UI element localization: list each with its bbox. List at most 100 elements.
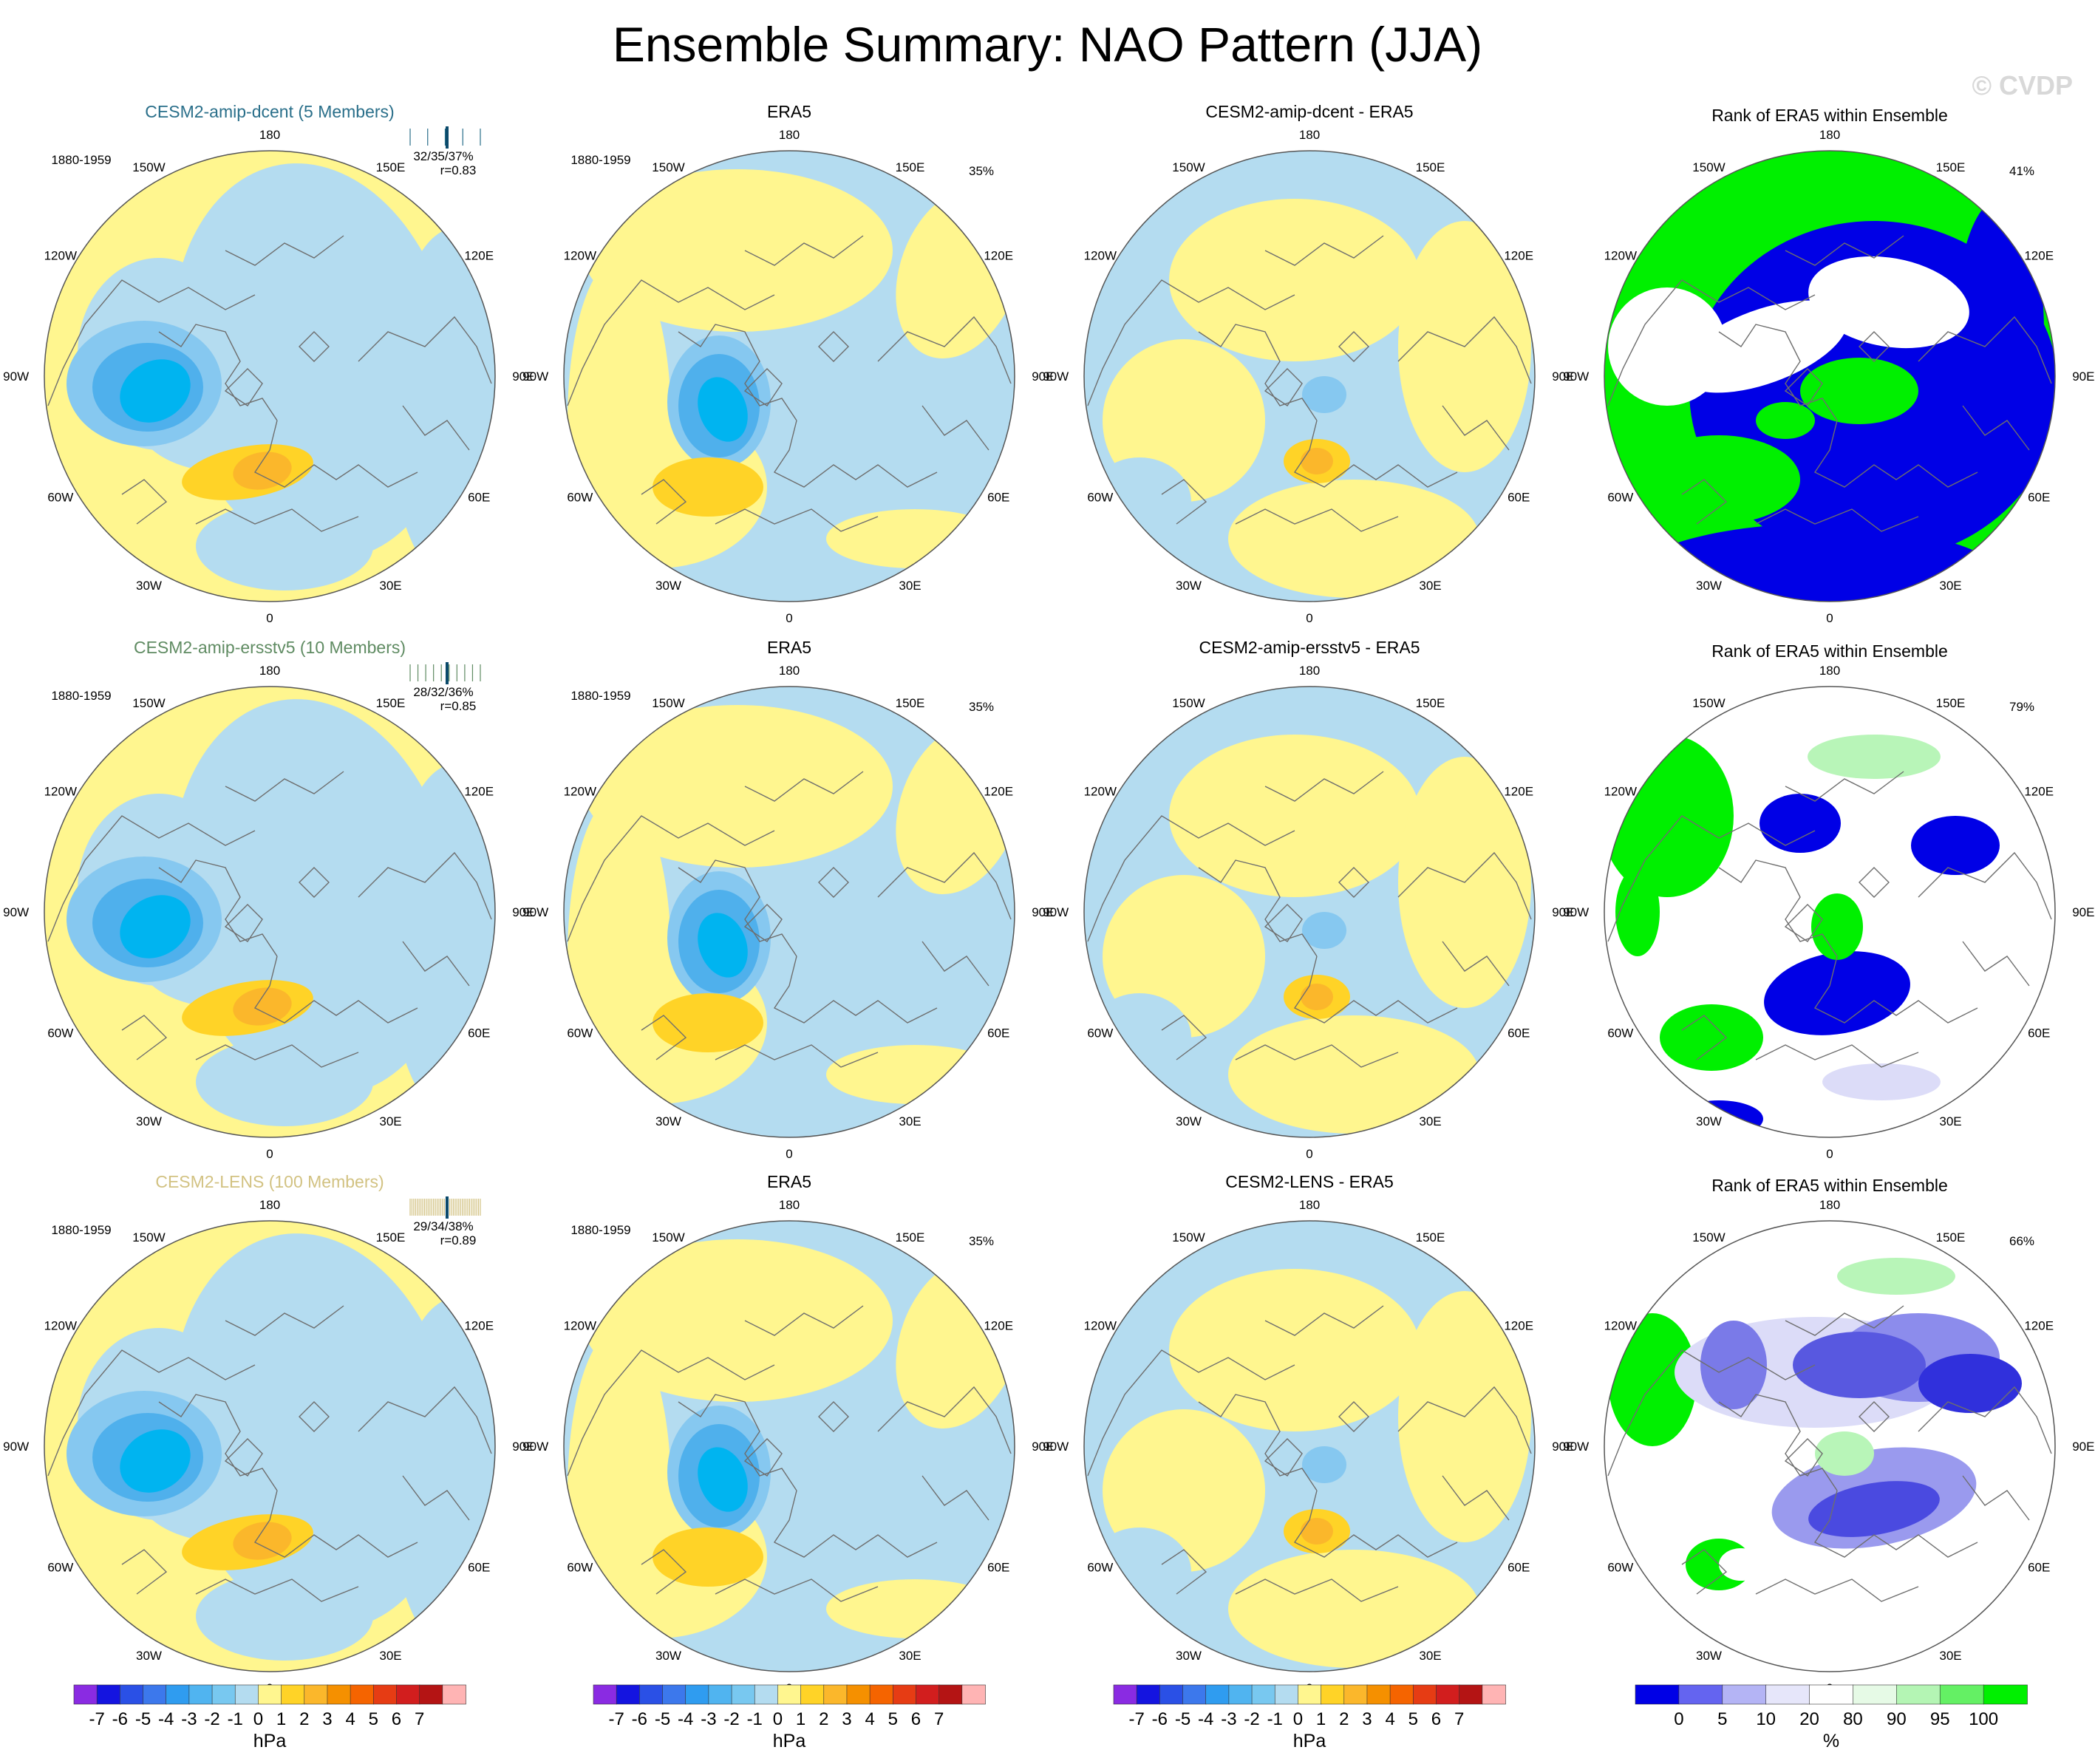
- map-field: [44, 687, 495, 1137]
- colorbar-label: 5: [1717, 1709, 1727, 1729]
- coastline: [158, 1394, 278, 1491]
- coastline: [1161, 1549, 1207, 1595]
- lon-label-30W: 30W: [655, 1114, 681, 1128]
- lon-label-150W: 150W: [1692, 696, 1725, 710]
- colorbar-label: -3: [181, 1709, 197, 1729]
- coastline: [743, 368, 783, 406]
- polar-map: 180 150E 120E 90E 60E 30E 0 30W 60W 90W 120W 150W: [522, 128, 1054, 625]
- lon-label-120W: 120W: [564, 785, 596, 799]
- contour-region: [653, 1528, 763, 1587]
- colorbar-swatch: [327, 1684, 351, 1705]
- contour-region: [388, 1298, 495, 1653]
- map-border: [1604, 1220, 2056, 1672]
- contour-region: [1169, 1269, 1420, 1431]
- coastline: [1264, 904, 1303, 942]
- rank-panel-title: Rank of ERA5 within Ensemble: [1711, 106, 1948, 125]
- coastline: [773, 1490, 938, 1558]
- coastline: [47, 1349, 256, 1477]
- colorbar-swatch: [96, 1684, 121, 1705]
- coastline: [158, 859, 278, 957]
- lon-label-30E: 30E: [1419, 1114, 1441, 1128]
- colorbar-swatch: [777, 1684, 802, 1705]
- colorbar-unit: hPa: [253, 1731, 287, 1751]
- lon-label-0: 0: [1306, 1147, 1312, 1161]
- lon-label-60W: 60W: [47, 1026, 73, 1041]
- lon-label-150W: 150W: [652, 1230, 684, 1244]
- coastline: [402, 1475, 470, 1521]
- coastline: [1235, 1579, 1399, 1602]
- ensemble-spread-ticks: [409, 126, 481, 149]
- coastline: [1338, 331, 1369, 362]
- coastline: [299, 1401, 330, 1432]
- polar-map: 180 150E 120E 90E 60E 30E 0 30W 60W 90W 120W 150W: [3, 128, 534, 625]
- lon-label-30E: 30E: [1939, 1649, 1961, 1663]
- coastline: [1442, 941, 1510, 987]
- polar-map: 180 150E 120E 90E 60E 30E 0 30W 60W 90W 120W 150W: [1563, 664, 2094, 1161]
- lon-label-150W: 150W: [132, 160, 165, 174]
- coastline: [1681, 1549, 1728, 1595]
- colorbar-label: 7: [934, 1709, 944, 1729]
- colorbar-label: 0: [1674, 1709, 1683, 1729]
- coastline: [358, 851, 492, 920]
- lon-label-90W: 90W: [3, 905, 29, 919]
- map-field: [1084, 687, 1535, 1137]
- polar-map: 180 150E 120E 90E 60E 30E 0 30W 60W 90W 120W 150W: [1563, 128, 2094, 625]
- obs-period: 1880-1959: [570, 689, 630, 703]
- coastline: [1813, 420, 1978, 488]
- colorbar-swatch: [593, 1684, 617, 1705]
- polar-map: 180 150E 120E 90E 60E 30E 0 30W 60W 90W 120W 150W: [522, 664, 1054, 1161]
- lon-label-30W: 30W: [1176, 1114, 1202, 1128]
- colorbar-swatch: [1765, 1684, 1810, 1705]
- obs-pct: 35%: [969, 700, 994, 714]
- contour-region: [698, 377, 748, 442]
- colorbar-label: -5: [655, 1709, 670, 1729]
- coastline: [715, 1044, 879, 1068]
- lon-label-60W: 60W: [1087, 1561, 1113, 1575]
- map-border: [44, 1220, 496, 1672]
- lon-label-60E: 60E: [987, 1026, 1009, 1041]
- coastline: [922, 1475, 989, 1521]
- colorbar-swatch: [1136, 1684, 1161, 1705]
- coastline: [1198, 324, 1318, 421]
- contour-region: [1808, 256, 1969, 349]
- coastline: [158, 324, 278, 421]
- colorbar-swatch: [846, 1684, 871, 1705]
- colorbar-swatch: [1635, 1684, 1680, 1705]
- colorbar-label: 7: [1454, 1709, 1464, 1729]
- coastline: [818, 331, 849, 362]
- map-border: [44, 686, 496, 1138]
- coastline: [121, 1549, 168, 1595]
- contour-region: [120, 359, 191, 423]
- lon-label-30E: 30E: [1419, 579, 1441, 593]
- lon-label-30E: 30E: [379, 1114, 401, 1128]
- lon-label-90E: 90E: [512, 370, 534, 384]
- lon-label-60W: 60W: [1607, 491, 1633, 505]
- colorbar-swatch: [731, 1684, 756, 1705]
- coastline: [1161, 1015, 1207, 1060]
- lon-label-60W: 60W: [47, 491, 73, 505]
- coastlines: [567, 771, 1012, 1068]
- coastline: [121, 1015, 168, 1060]
- contour-region: [233, 452, 292, 490]
- coastline: [715, 1579, 879, 1602]
- rank-pct: 41%: [2009, 164, 2034, 178]
- contour-region: [1169, 199, 1420, 361]
- contour-region: [1228, 1015, 1479, 1134]
- coastline: [195, 1044, 359, 1068]
- colorbar-label: -2: [723, 1709, 739, 1729]
- colorbar-swatch: [1436, 1684, 1460, 1705]
- coastline: [773, 420, 938, 488]
- colorbar-swatch: [916, 1684, 940, 1705]
- contour-region: [388, 764, 495, 1119]
- coastline: [818, 867, 849, 898]
- coastline: [1198, 859, 1318, 957]
- lon-label-150W: 150W: [1692, 1230, 1725, 1244]
- colorbar-swatch: [1159, 1684, 1184, 1705]
- model-pattern-corr: r=0.89: [440, 1233, 477, 1247]
- coastline: [358, 316, 492, 384]
- coastline: [743, 1438, 783, 1477]
- colorbar-swatch: [73, 1684, 98, 1705]
- coastlines: [47, 235, 492, 532]
- ensemble-spread-ticks: [409, 1196, 481, 1219]
- colorbar-label: 7: [415, 1709, 424, 1729]
